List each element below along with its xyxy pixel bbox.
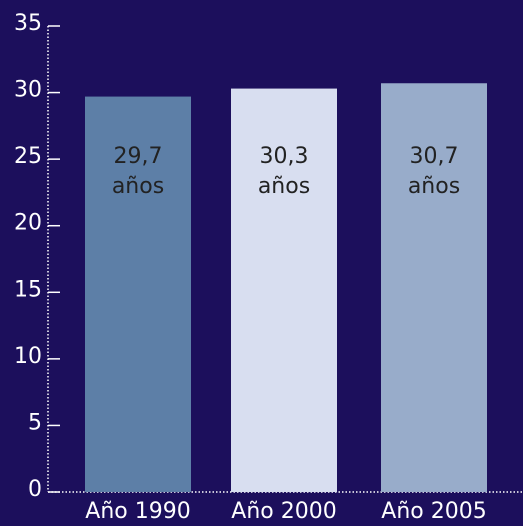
- value-label-line: años: [408, 174, 460, 199]
- x-tick-label: Año 1990: [85, 499, 190, 524]
- x-tick-label: Año 2000: [231, 499, 336, 524]
- y-tick-label: 5: [28, 410, 42, 435]
- value-label-line: años: [112, 174, 164, 199]
- bar: [85, 96, 191, 493]
- y-tick-label: 30: [14, 78, 42, 103]
- value-label-line: 30,3: [260, 144, 309, 169]
- value-label: 29,7 años: [112, 144, 164, 199]
- value-label: 30,7 años: [408, 144, 460, 199]
- value-label-line: 29,7: [114, 144, 163, 169]
- y-tick-label: 15: [14, 277, 42, 302]
- y-tick-label: 10: [14, 344, 42, 369]
- y-tick-label: 25: [14, 144, 42, 169]
- x-tick-label: Año 2005: [381, 499, 486, 524]
- bar: [381, 83, 487, 492]
- value-label-line: años: [258, 174, 310, 199]
- value-label-line: 30,7: [410, 144, 459, 169]
- y-tick-label: 35: [14, 11, 42, 36]
- y-tick-label: 20: [14, 211, 42, 236]
- bar: [231, 88, 337, 492]
- value-label: 30,3 años: [258, 144, 310, 199]
- y-tick-label: 0: [28, 477, 42, 502]
